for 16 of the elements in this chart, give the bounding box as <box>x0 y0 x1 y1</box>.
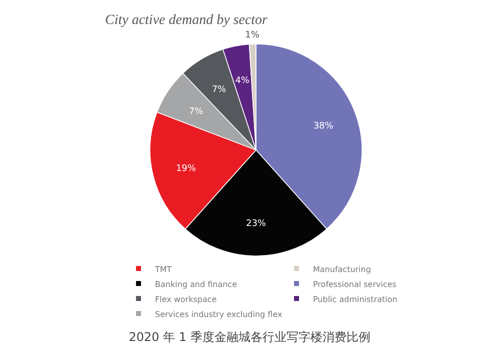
legend-label: Public administration <box>313 295 398 304</box>
legend-label: Flex workspace <box>155 295 217 304</box>
chart-title: City active demand by sector <box>105 13 268 28</box>
legend-label: Professional services <box>313 280 396 289</box>
legend-label: TMT <box>154 265 172 274</box>
data-label: 7% <box>212 85 227 96</box>
text: 2020 年 1 季度金融城各行业写字楼消费比例 <box>128 330 370 344</box>
legend-label: Banking and finance <box>155 280 238 289</box>
data-label: 7% <box>188 107 204 118</box>
data-label: 23% <box>246 219 266 230</box>
legend-label: Services industry excluding flex <box>155 310 282 319</box>
data-label: 4% <box>235 76 250 86</box>
data-label: 38% <box>313 121 334 132</box>
data-label: 19% <box>176 164 196 174</box>
legend-label: Manufacturing <box>313 265 371 274</box>
data-label: 1% <box>245 30 260 40</box>
